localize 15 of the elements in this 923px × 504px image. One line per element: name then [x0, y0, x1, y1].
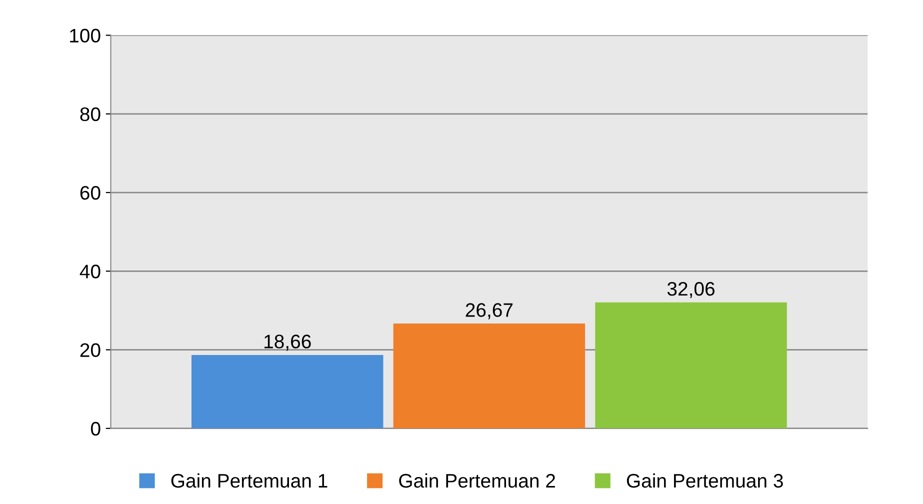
data-label: 18,66 — [264, 334, 311, 351]
legend-label: Gain Pertemuan 3 — [626, 473, 783, 488]
data-label: 26,67 — [466, 303, 513, 320]
y-tick-label: 60 — [80, 186, 100, 200]
bar — [393, 324, 586, 428]
y-tick-label: 40 — [80, 264, 100, 278]
data-label: 32,06 — [667, 282, 714, 298]
legend-label: Gain Pertemuan 2 — [399, 473, 555, 488]
y-tick-label: 80 — [80, 107, 100, 122]
bar — [595, 302, 787, 428]
bar — [191, 355, 384, 428]
y-tick-label: 0 — [90, 422, 100, 436]
y-tick-label: 20 — [80, 343, 100, 358]
y-tick-label: 100 — [70, 28, 100, 43]
legend-label: Gain Pertemuan 1 — [171, 473, 328, 488]
